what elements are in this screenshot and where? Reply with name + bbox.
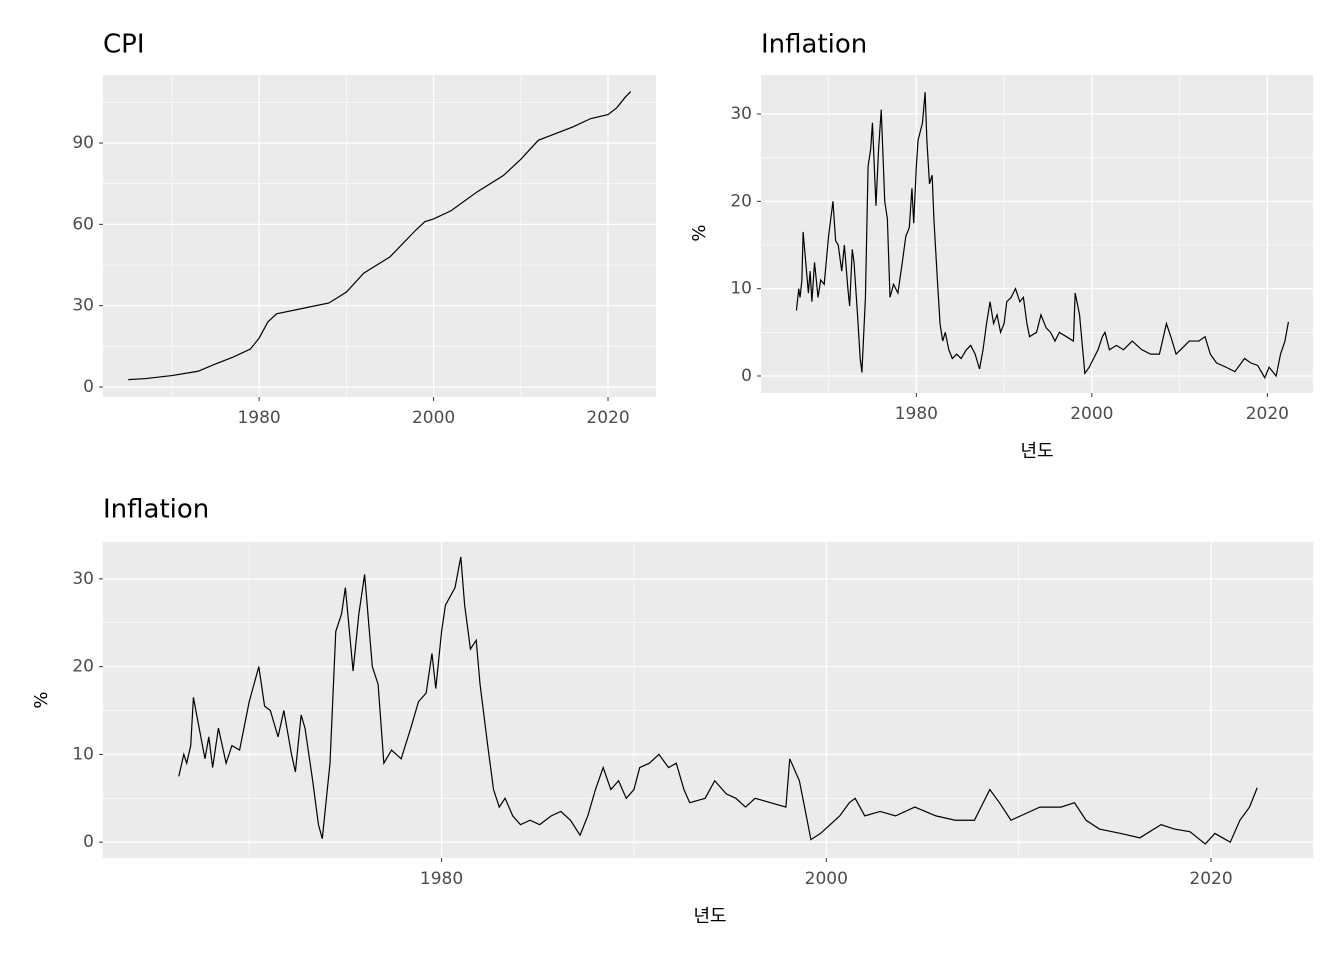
y-axis-title: % xyxy=(31,691,52,708)
x-tick-label: 1980 xyxy=(237,408,280,428)
x-tick-label: 1980 xyxy=(895,404,938,424)
y-tick-label: 30 xyxy=(72,569,94,589)
x-tick-label: 2020 xyxy=(1246,404,1289,424)
y-tick-label: 0 xyxy=(83,832,94,852)
y-tick-label: 90 xyxy=(72,133,94,153)
x-axis-title: 년도 xyxy=(1020,441,1053,462)
y-tick-label: 20 xyxy=(72,657,94,677)
panel-background xyxy=(103,75,656,397)
y-tick-label: 0 xyxy=(741,366,752,386)
x-tick-label: 2000 xyxy=(805,869,848,889)
data-line xyxy=(178,556,1258,845)
data-line xyxy=(128,91,632,381)
y-tick-label: 10 xyxy=(72,744,94,764)
y-tick-label: 30 xyxy=(72,296,94,316)
x-tick-label: 2000 xyxy=(1070,404,1113,424)
y-tick-label: 10 xyxy=(730,279,752,299)
chart-title: Inflation xyxy=(103,495,209,525)
x-tick-label: 2020 xyxy=(586,408,629,428)
data-line xyxy=(795,92,1290,380)
y-axis-title: % xyxy=(689,224,710,241)
y-tick-label: 30 xyxy=(730,104,752,124)
y-tick-label: 0 xyxy=(83,377,94,397)
y-tick-label: 20 xyxy=(730,191,752,211)
panel-background xyxy=(761,75,1313,393)
y-tick-label: 60 xyxy=(72,214,94,234)
x-axis-title: 년도 xyxy=(693,906,726,927)
chart-title: CPI xyxy=(103,30,145,60)
x-tick-label: 2000 xyxy=(412,408,455,428)
x-tick-label: 2020 xyxy=(1189,869,1232,889)
panel-background xyxy=(103,542,1313,858)
x-tick-label: 1980 xyxy=(420,869,463,889)
chart-title: Inflation xyxy=(761,30,867,60)
